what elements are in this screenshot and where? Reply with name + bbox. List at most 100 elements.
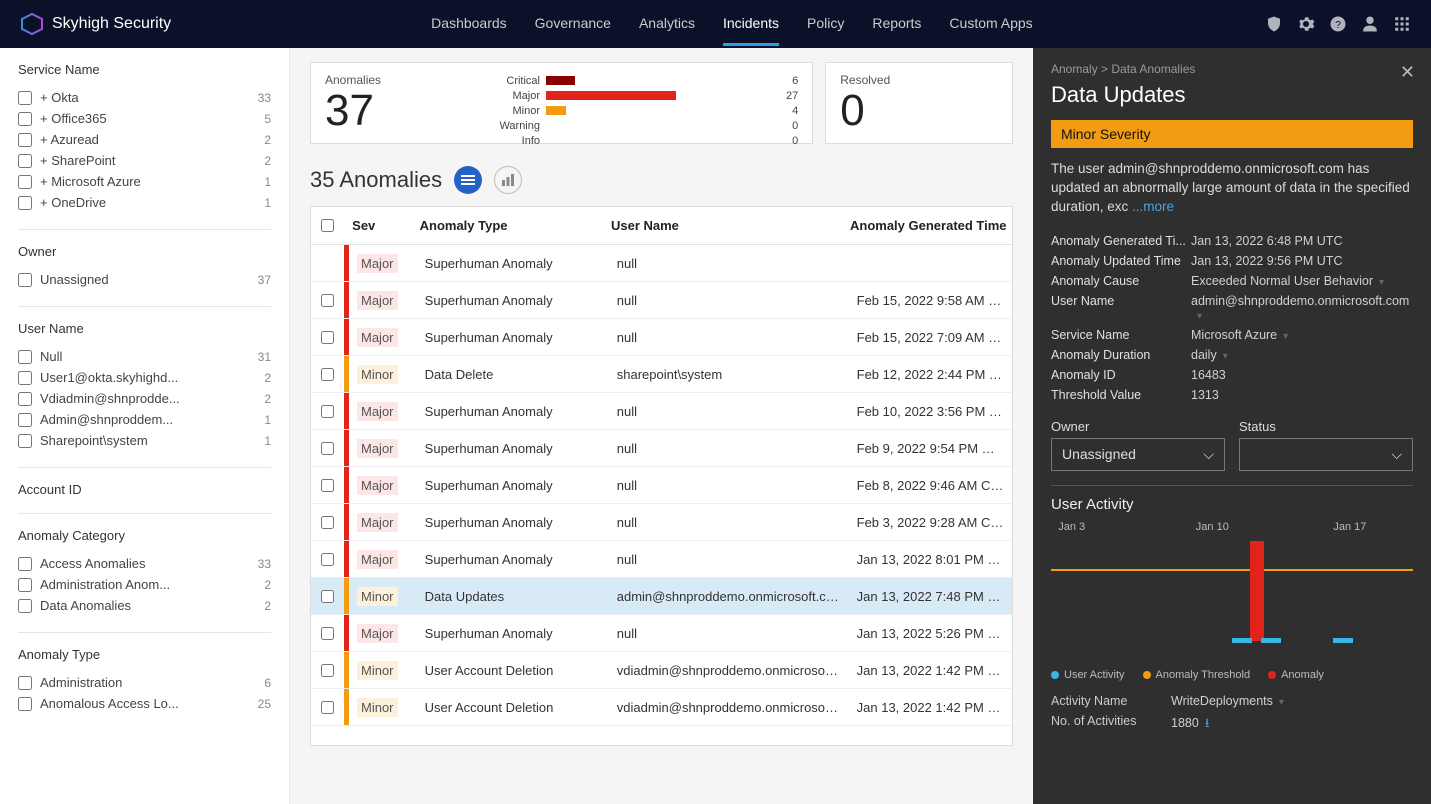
select-all-checkbox[interactable] (321, 219, 334, 232)
table-row[interactable]: MinorData Updatesadmin@shnproddemo.onmic… (311, 578, 1012, 615)
filter-icon[interactable]: ▾ (1379, 277, 1384, 288)
table-row[interactable]: MajorSuperhuman AnomalynullFeb 9, 2022 9… (311, 430, 1012, 467)
filter-item[interactable]: Anomalous Access Lo...25 (18, 693, 271, 714)
anomaly-type: Superhuman Anomaly (417, 285, 609, 316)
filter-checkbox[interactable] (18, 413, 32, 427)
filter-item[interactable]: + Azuread2 (18, 129, 271, 150)
table-row[interactable]: MajorSuperhuman AnomalynullFeb 15, 2022 … (311, 282, 1012, 319)
table-row[interactable]: MajorSuperhuman AnomalynullFeb 8, 2022 9… (311, 467, 1012, 504)
nav-policy[interactable]: Policy (807, 3, 844, 46)
generated-time: Feb 9, 2022 9:54 PM CET (849, 433, 1012, 464)
row-checkbox[interactable] (321, 664, 334, 677)
filter-item[interactable]: Administration Anom...2 (18, 574, 271, 595)
table-row[interactable]: MajorSuperhuman AnomalynullFeb 15, 2022 … (311, 319, 1012, 356)
filter-item[interactable]: + OneDrive1 (18, 192, 271, 213)
filter-icon[interactable]: ▾ (1223, 351, 1228, 362)
filter-icon[interactable]: ▾ (1283, 331, 1288, 342)
table-row[interactable]: MinorUser Account Deletionvdiadmin@shnpr… (311, 652, 1012, 689)
table-row[interactable]: MinorUser Account Deletionvdiadmin@shnpr… (311, 689, 1012, 726)
detail-field: Anomaly Durationdaily▾ (1051, 345, 1413, 365)
filter-icon[interactable]: ▾ (1197, 311, 1202, 322)
shield-icon[interactable] (1265, 15, 1283, 33)
row-checkbox[interactable] (321, 516, 334, 529)
row-checkbox[interactable] (321, 331, 334, 344)
threshold-line (1051, 569, 1413, 571)
row-checkbox[interactable] (321, 294, 334, 307)
col-time[interactable]: Anomaly Generated Time ↓ (842, 218, 1012, 233)
nav-reports[interactable]: Reports (872, 3, 921, 46)
help-icon[interactable]: ? (1329, 15, 1347, 33)
filter-item[interactable]: Null31 (18, 346, 271, 367)
user-name: null (609, 507, 849, 538)
nav-custom apps[interactable]: Custom Apps (949, 3, 1032, 46)
filter-count: 2 (264, 154, 271, 168)
filter-item[interactable]: Access Anomalies33 (18, 553, 271, 574)
filter-count: 2 (264, 392, 271, 406)
row-checkbox[interactable] (321, 627, 334, 640)
col-user[interactable]: User Name (603, 218, 842, 233)
filter-checkbox[interactable] (18, 175, 32, 189)
col-type[interactable]: Anomaly Type (412, 218, 603, 233)
close-icon[interactable]: ✕ (1400, 62, 1415, 83)
row-checkbox[interactable] (321, 368, 334, 381)
gear-icon[interactable] (1297, 15, 1315, 33)
filter-checkbox[interactable] (18, 599, 32, 613)
activity-bar (1232, 638, 1252, 643)
filter-checkbox[interactable] (18, 557, 32, 571)
table-row[interactable]: MajorSuperhuman AnomalynullFeb 3, 2022 9… (311, 504, 1012, 541)
filter-item[interactable]: + Okta33 (18, 87, 271, 108)
status-select[interactable]: ⌵ (1239, 438, 1413, 471)
filter-icon[interactable]: ▾ (1279, 697, 1284, 708)
owner-select[interactable]: Unassigned⌵ (1051, 438, 1225, 471)
filter-checkbox[interactable] (18, 273, 32, 287)
filter-checkbox[interactable] (18, 112, 32, 126)
filter-item[interactable]: Unassigned37 (18, 269, 271, 290)
severity-label: Major (357, 402, 398, 421)
status-label: Status (1239, 419, 1413, 434)
list-view-button[interactable] (454, 166, 482, 194)
more-link[interactable]: ...more (1132, 199, 1174, 214)
user-icon[interactable] (1361, 15, 1379, 33)
download-icon[interactable]: ⭳ (1205, 716, 1209, 730)
filter-checkbox[interactable] (18, 697, 32, 711)
row-checkbox[interactable] (321, 405, 334, 418)
row-checkbox[interactable] (321, 553, 334, 566)
nav-governance[interactable]: Governance (535, 3, 611, 46)
table-row[interactable]: MajorSuperhuman AnomalynullJan 13, 2022 … (311, 615, 1012, 652)
chevron-down-icon: ⌵ (1391, 446, 1402, 463)
filter-item[interactable]: + Microsoft Azure1 (18, 171, 271, 192)
filter-checkbox[interactable] (18, 676, 32, 690)
col-sev[interactable]: Sev (344, 218, 411, 233)
apps-icon[interactable] (1393, 15, 1411, 33)
row-checkbox[interactable] (321, 479, 334, 492)
filter-checkbox[interactable] (18, 371, 32, 385)
row-checkbox[interactable] (321, 701, 334, 714)
filter-checkbox[interactable] (18, 434, 32, 448)
filter-checkbox[interactable] (18, 350, 32, 364)
nav-incidents[interactable]: Incidents (723, 3, 779, 46)
filter-item[interactable]: + Office3655 (18, 108, 271, 129)
filter-item[interactable]: Vdiadmin@shnprodde...2 (18, 388, 271, 409)
filter-checkbox[interactable] (18, 154, 32, 168)
row-checkbox[interactable] (321, 590, 334, 603)
table-row[interactable]: MinorData Deletesharepoint\systemFeb 12,… (311, 356, 1012, 393)
nav-analytics[interactable]: Analytics (639, 3, 695, 46)
anomaly-type: Superhuman Anomaly (417, 544, 609, 575)
filter-item[interactable]: + SharePoint2 (18, 150, 271, 171)
filter-item[interactable]: Administration6 (18, 672, 271, 693)
table-row[interactable]: MajorSuperhuman AnomalynullJan 13, 2022 … (311, 541, 1012, 578)
filter-checkbox[interactable] (18, 196, 32, 210)
filter-item[interactable]: Admin@shnproddem...1 (18, 409, 271, 430)
filter-checkbox[interactable] (18, 91, 32, 105)
filter-checkbox[interactable] (18, 392, 32, 406)
filter-checkbox[interactable] (18, 133, 32, 147)
user-name: null (609, 285, 849, 316)
nav-dashboards[interactable]: Dashboards (431, 3, 507, 46)
chart-view-button[interactable] (494, 166, 522, 194)
table-row[interactable]: MajorSuperhuman AnomalynullFeb 10, 2022 … (311, 393, 1012, 430)
filter-item[interactable]: Data Anomalies2 (18, 595, 271, 616)
filter-item[interactable]: User1@okta.skyhighd...2 (18, 367, 271, 388)
filter-checkbox[interactable] (18, 578, 32, 592)
row-checkbox[interactable] (321, 442, 334, 455)
filter-item[interactable]: Sharepoint\system1 (18, 430, 271, 451)
